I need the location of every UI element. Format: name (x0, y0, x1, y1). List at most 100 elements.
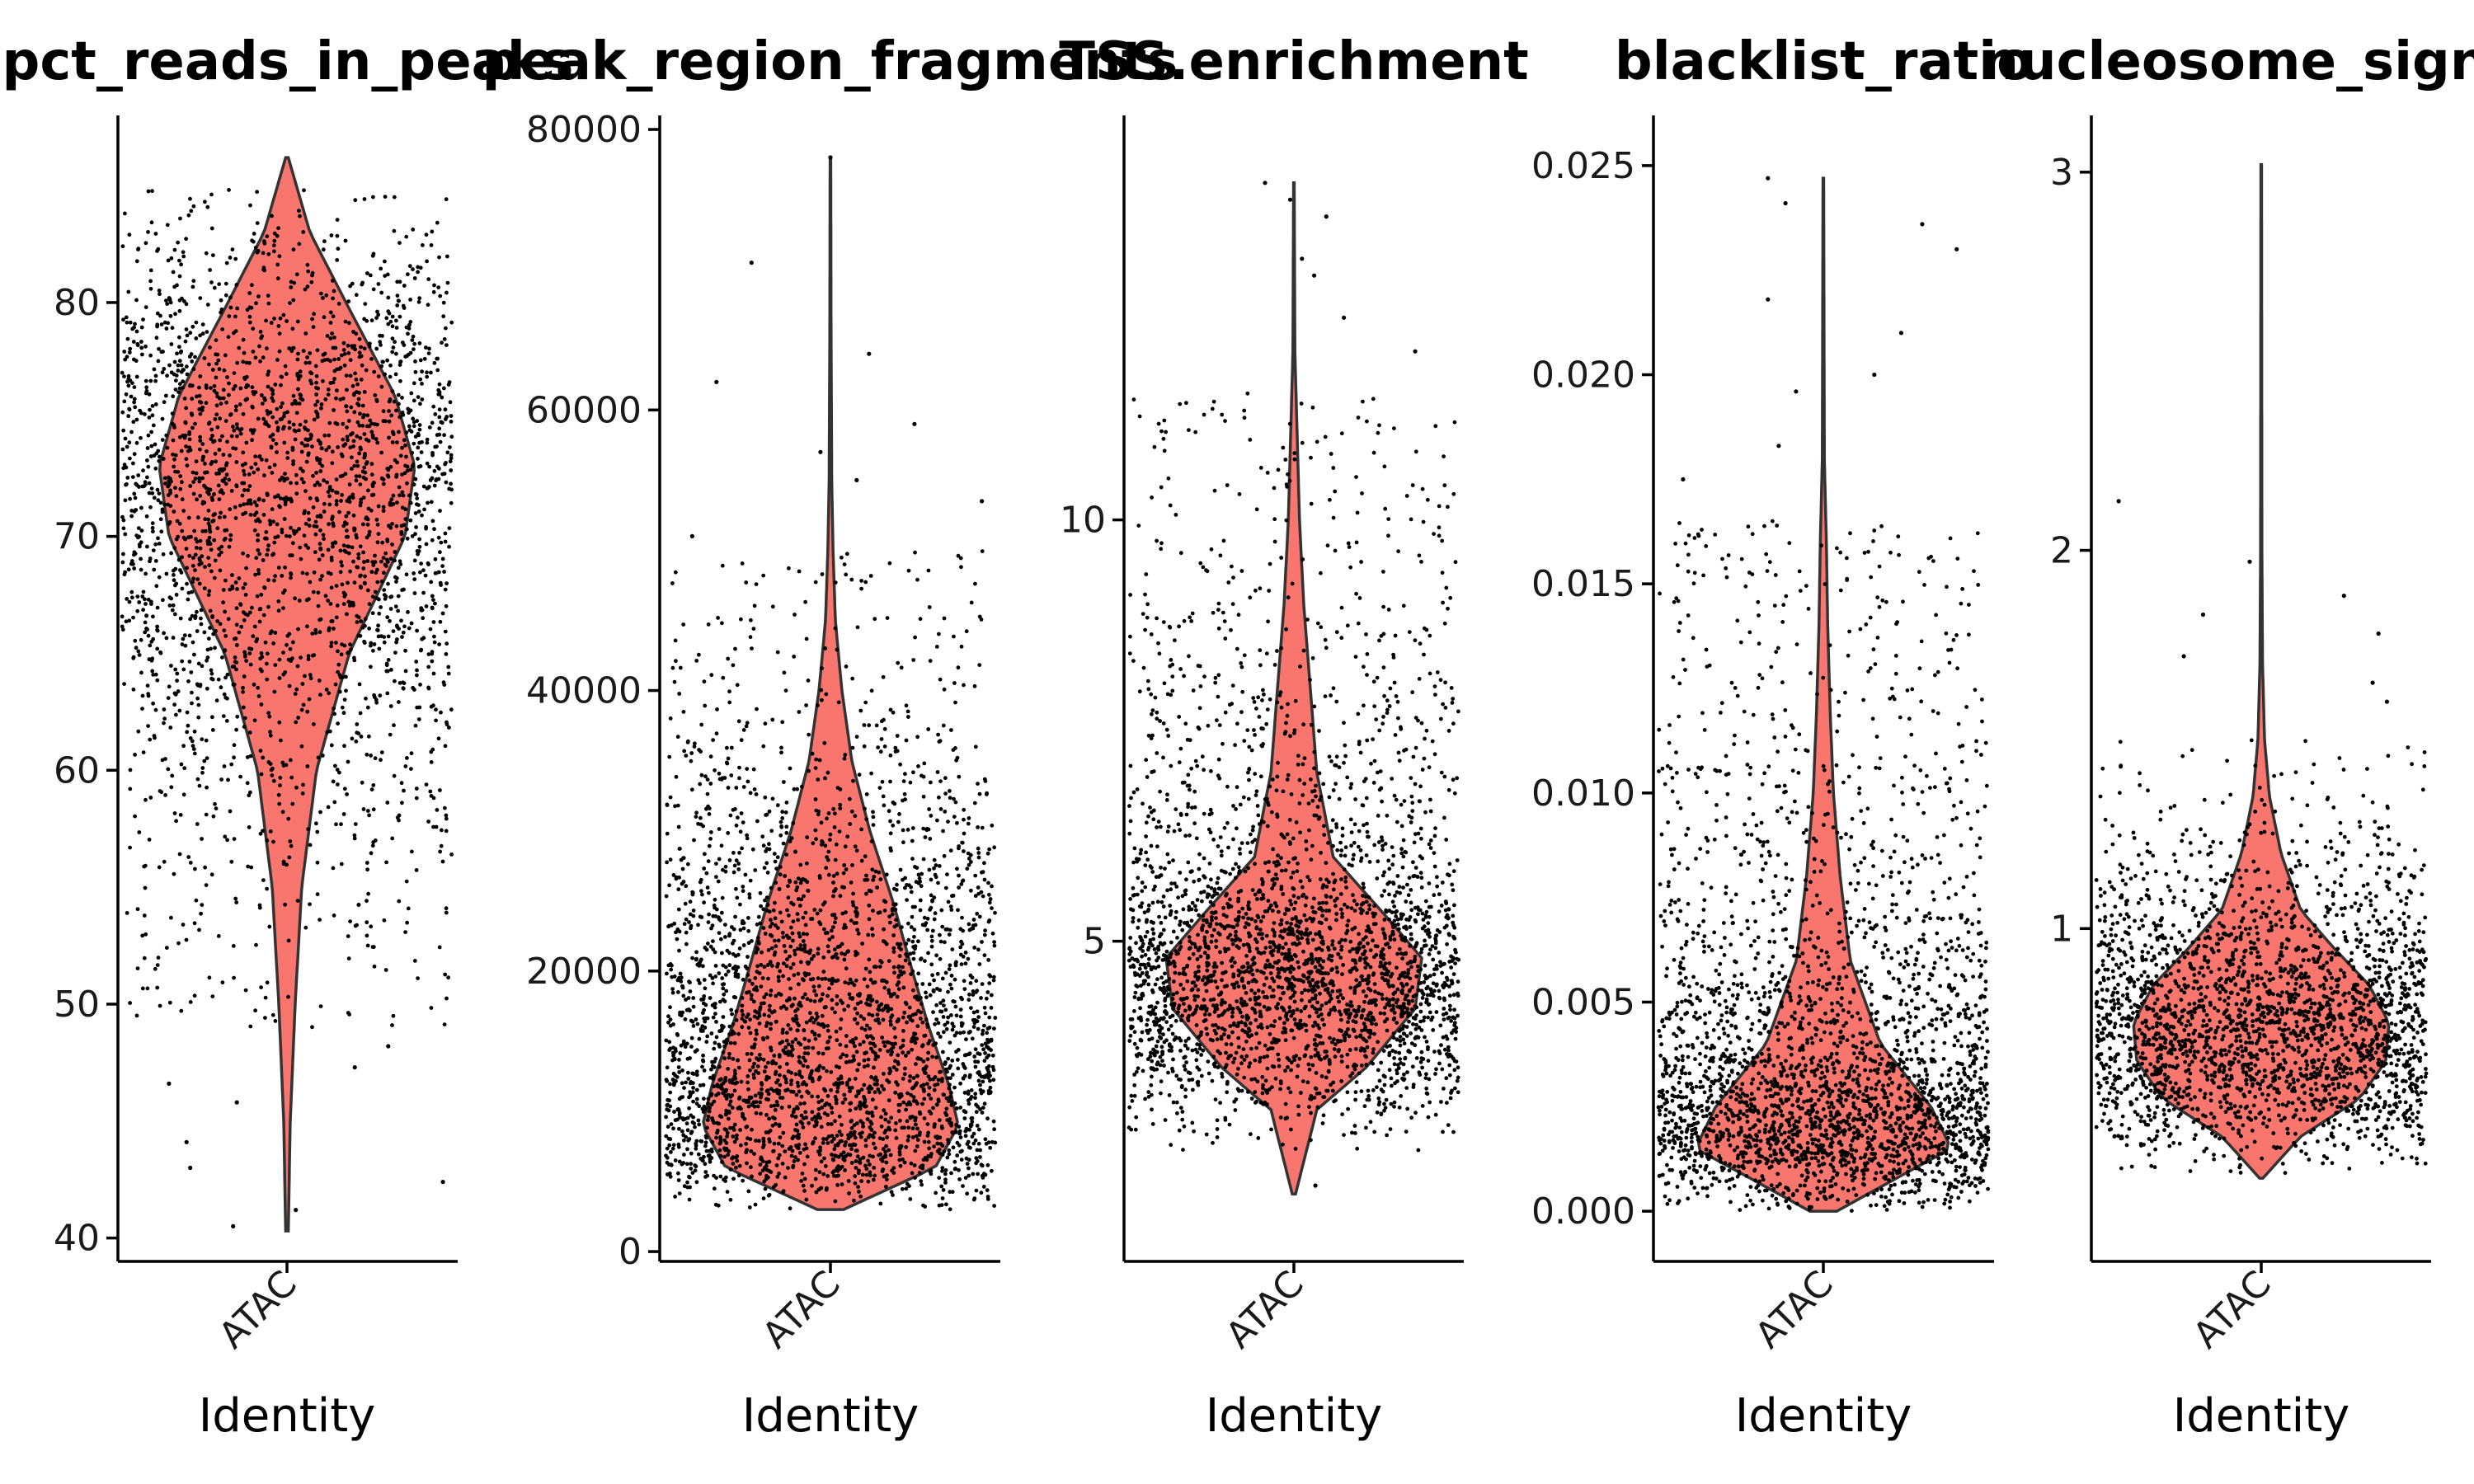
data-point (834, 1101, 839, 1106)
data-point (798, 1101, 803, 1106)
data-point (205, 330, 209, 334)
data-point (245, 397, 250, 402)
data-point (703, 946, 708, 950)
data-point (868, 978, 873, 982)
data-point (336, 649, 340, 654)
data-point (667, 1040, 672, 1045)
data-point (845, 1080, 849, 1085)
data-point (774, 1061, 778, 1066)
data-point (147, 392, 152, 397)
data-point (792, 787, 797, 791)
data-point (939, 1124, 944, 1129)
data-point (251, 390, 256, 394)
data-point (702, 679, 707, 684)
data-point (424, 604, 429, 608)
data-point (327, 522, 331, 527)
data-point (727, 1116, 731, 1121)
data-point (692, 744, 697, 749)
data-point (247, 484, 252, 488)
data-point (747, 1058, 752, 1063)
data-point (811, 984, 816, 989)
data-point (971, 1010, 976, 1015)
data-point (275, 406, 280, 411)
data-point (805, 1089, 810, 1094)
data-point (375, 422, 379, 427)
data-point (332, 711, 336, 716)
data-point (173, 693, 178, 697)
data-point (810, 1117, 815, 1121)
data-point (299, 441, 304, 445)
data-point (376, 374, 381, 378)
data-point (181, 254, 186, 259)
data-point (297, 209, 301, 213)
data-point (190, 739, 195, 744)
data-point (192, 751, 197, 756)
data-point (265, 552, 270, 557)
data-point (877, 1048, 882, 1052)
data-point (723, 923, 727, 927)
data-point (334, 641, 338, 645)
data-point (172, 612, 177, 617)
data-point (821, 955, 826, 960)
data-point (714, 1035, 719, 1040)
data-point (175, 679, 180, 683)
data-point (318, 514, 323, 519)
data-point (948, 1190, 952, 1195)
data-point (703, 1162, 708, 1167)
data-point (810, 1068, 814, 1073)
data-point (250, 605, 254, 610)
data-point (280, 574, 285, 578)
data-point (784, 1031, 789, 1036)
data-point (134, 359, 139, 364)
data-point (945, 1155, 950, 1160)
data-point (875, 885, 879, 890)
data-point (714, 1135, 718, 1140)
data-point (810, 1110, 815, 1115)
data-point (942, 1149, 947, 1154)
data-point (690, 1171, 695, 1175)
data-point (346, 956, 351, 960)
data-point (736, 972, 741, 977)
data-point (157, 865, 162, 870)
data-point (334, 584, 339, 588)
data-point (143, 932, 148, 937)
data-point (151, 701, 156, 706)
data-point (945, 1020, 950, 1025)
data-point (823, 776, 827, 781)
data-point (125, 320, 129, 325)
data-point (727, 933, 731, 938)
data-point (877, 870, 882, 875)
data-point (426, 819, 430, 824)
data-point (694, 1073, 699, 1078)
data-point (376, 623, 380, 628)
data-point (399, 781, 404, 786)
data-point (795, 1028, 800, 1033)
data-point (172, 457, 176, 462)
data-point (758, 1162, 763, 1167)
data-point (849, 881, 854, 885)
data-point (130, 326, 135, 331)
data-point (162, 707, 167, 711)
data-point (287, 346, 292, 350)
data-point (770, 1010, 774, 1015)
data-point (973, 1047, 978, 1052)
data-point (122, 350, 127, 354)
data-point (295, 899, 300, 903)
data-point (398, 378, 402, 383)
data-point (793, 880, 798, 885)
data-point (944, 1096, 949, 1101)
data-point (973, 581, 977, 586)
data-point (871, 909, 875, 913)
data-point (268, 522, 273, 527)
data-point (930, 973, 934, 978)
data-point (416, 552, 420, 556)
data-point (285, 477, 289, 481)
data-point (821, 970, 826, 974)
data-point (148, 378, 153, 383)
data-point (215, 526, 220, 531)
data-point (181, 250, 186, 255)
data-point (827, 986, 831, 991)
data-point (286, 938, 291, 943)
data-point (328, 336, 333, 340)
data-point (746, 1189, 751, 1194)
